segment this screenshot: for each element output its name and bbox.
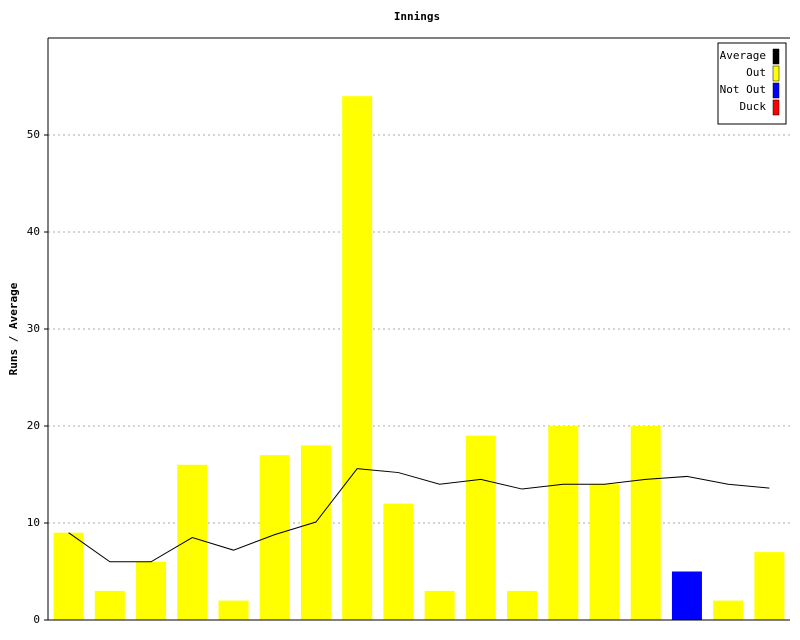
- y-tick-label: 50: [27, 128, 40, 141]
- y-tick-label: 20: [27, 419, 40, 432]
- y-tick-label: 0: [33, 613, 40, 626]
- bar: [383, 503, 414, 620]
- bar: [424, 590, 455, 620]
- legend-swatch: [772, 82, 780, 99]
- legend-label: Average: [720, 49, 766, 62]
- bar: [507, 590, 538, 620]
- y-axis-label: Runs / Average: [7, 282, 20, 375]
- y-tick-label: 40: [27, 225, 40, 238]
- legend-label: Out: [746, 66, 766, 79]
- bar: [94, 590, 125, 620]
- legend-swatch: [772, 48, 780, 65]
- bar: [713, 600, 744, 620]
- bar: [218, 600, 249, 620]
- bar: [671, 571, 702, 620]
- bar: [548, 426, 579, 620]
- bar: [589, 484, 620, 620]
- bar: [342, 96, 373, 620]
- y-tick-label: 30: [27, 322, 40, 335]
- legend-label: Duck: [740, 100, 767, 113]
- average-line: [68, 468, 770, 563]
- y-tick-label: 10: [27, 516, 40, 529]
- bar: [53, 532, 84, 620]
- bar: [300, 445, 331, 620]
- chart-title: Innings: [394, 10, 440, 23]
- legend-swatch: [772, 65, 780, 82]
- bar: [136, 561, 167, 620]
- bar: [465, 435, 496, 620]
- bar: [259, 455, 290, 620]
- bar: [177, 464, 208, 620]
- bar: [754, 552, 785, 620]
- legend-swatch: [772, 99, 780, 116]
- legend-label: Not Out: [720, 83, 766, 96]
- bar: [630, 426, 661, 620]
